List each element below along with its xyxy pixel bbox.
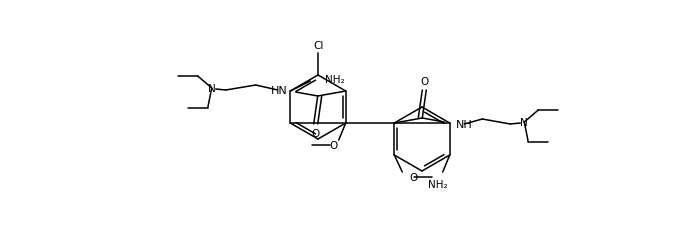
Text: N: N — [208, 84, 216, 94]
Text: NH₂: NH₂ — [325, 75, 345, 85]
Text: N: N — [521, 118, 528, 128]
Text: NH: NH — [456, 119, 473, 129]
Text: O: O — [311, 128, 320, 138]
Text: O: O — [409, 172, 417, 182]
Text: O: O — [329, 140, 338, 150]
Text: O: O — [420, 77, 429, 87]
Text: HN: HN — [271, 86, 288, 96]
Text: Cl: Cl — [314, 41, 324, 51]
Text: NH₂: NH₂ — [428, 179, 447, 189]
